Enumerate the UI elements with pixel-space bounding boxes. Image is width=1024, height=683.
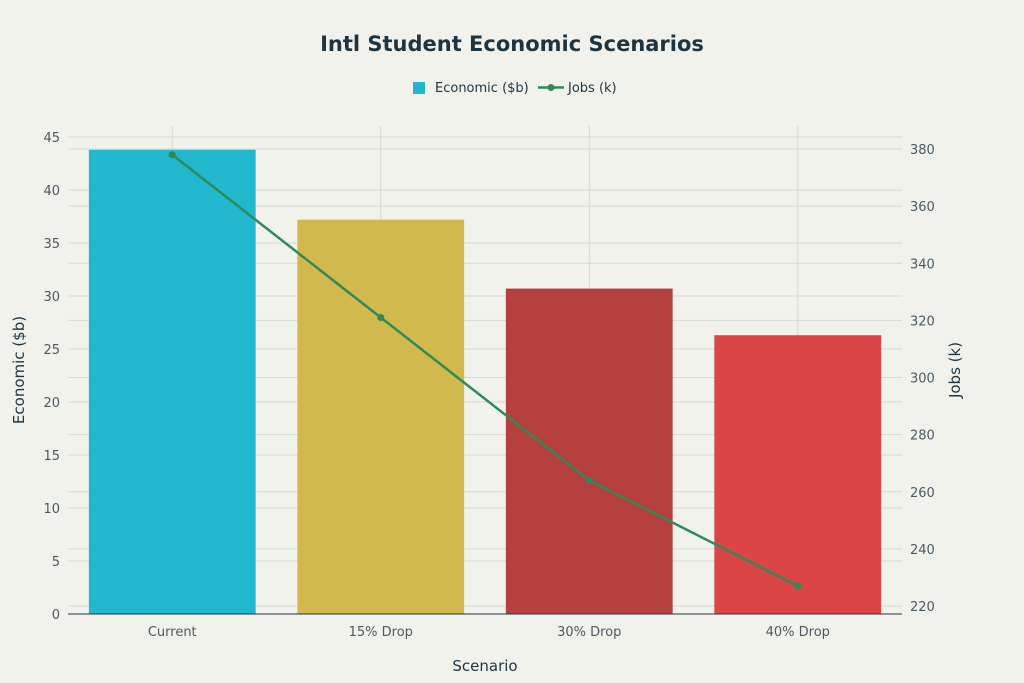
- legend-label-economic: Economic ($b): [435, 81, 529, 96]
- chart-title: Intl Student Economic Scenarios: [320, 32, 704, 56]
- legend-swatch-jobs-marker: [547, 84, 555, 91]
- y2-tick-label: 260: [910, 486, 935, 501]
- y2-tick-label: 300: [910, 372, 935, 387]
- legend: Economic ($b) Jobs (k): [413, 81, 617, 96]
- jobs-line-series: [168, 151, 802, 590]
- y-axis-ticks: 0 5 10 15 20 25 30 35 40 45: [43, 131, 60, 623]
- legend-swatch-economic: [413, 82, 425, 94]
- y2-axis-ticks: 220 240 260 280 300 320 340 360 380: [910, 143, 935, 615]
- y-axis-title: Economic ($b): [10, 316, 28, 424]
- jobs-point: [585, 476, 593, 484]
- bar-40-drop: [714, 335, 882, 614]
- y-tick-label: 45: [43, 131, 60, 146]
- y2-axis-title: Jobs (k): [946, 342, 964, 399]
- y-tick-label: 35: [43, 237, 60, 252]
- x-tick-label: 40% Drop: [766, 625, 830, 640]
- bar-30-drop: [505, 288, 673, 614]
- y-tick-label: 15: [43, 449, 60, 464]
- x-tick-label: Current: [148, 625, 197, 640]
- y-tick-label: 0: [52, 608, 60, 623]
- y2-tick-label: 220: [910, 600, 935, 615]
- jobs-point: [377, 314, 385, 322]
- y-tick-label: 30: [43, 290, 60, 305]
- y-tick-label: 10: [43, 502, 60, 517]
- y2-tick-label: 240: [910, 543, 935, 558]
- x-tick-label: 15% Drop: [349, 625, 413, 640]
- y-tick-label: 40: [43, 184, 60, 199]
- y2-tick-label: 380: [910, 143, 935, 158]
- bar-current: [88, 149, 256, 614]
- jobs-line: [171, 153, 799, 588]
- x-axis-title: Scenario: [452, 657, 517, 675]
- y-tick-label: 25: [43, 343, 60, 358]
- legend-label-jobs: Jobs (k): [567, 81, 617, 96]
- y2-tick-label: 340: [910, 257, 935, 272]
- y-tick-label: 5: [52, 555, 60, 570]
- jobs-point: [794, 582, 802, 590]
- bar-15-drop: [297, 219, 465, 614]
- y-tick-label: 20: [43, 396, 60, 411]
- jobs-point: [168, 151, 176, 159]
- bars: [88, 149, 882, 614]
- y2-tick-label: 360: [910, 200, 935, 215]
- y2-tick-label: 280: [910, 429, 935, 444]
- y2-tick-label: 320: [910, 314, 935, 329]
- x-tick-label: 30% Drop: [557, 625, 621, 640]
- x-axis-ticks: Current 15% Drop 30% Drop 40% Drop: [148, 625, 830, 640]
